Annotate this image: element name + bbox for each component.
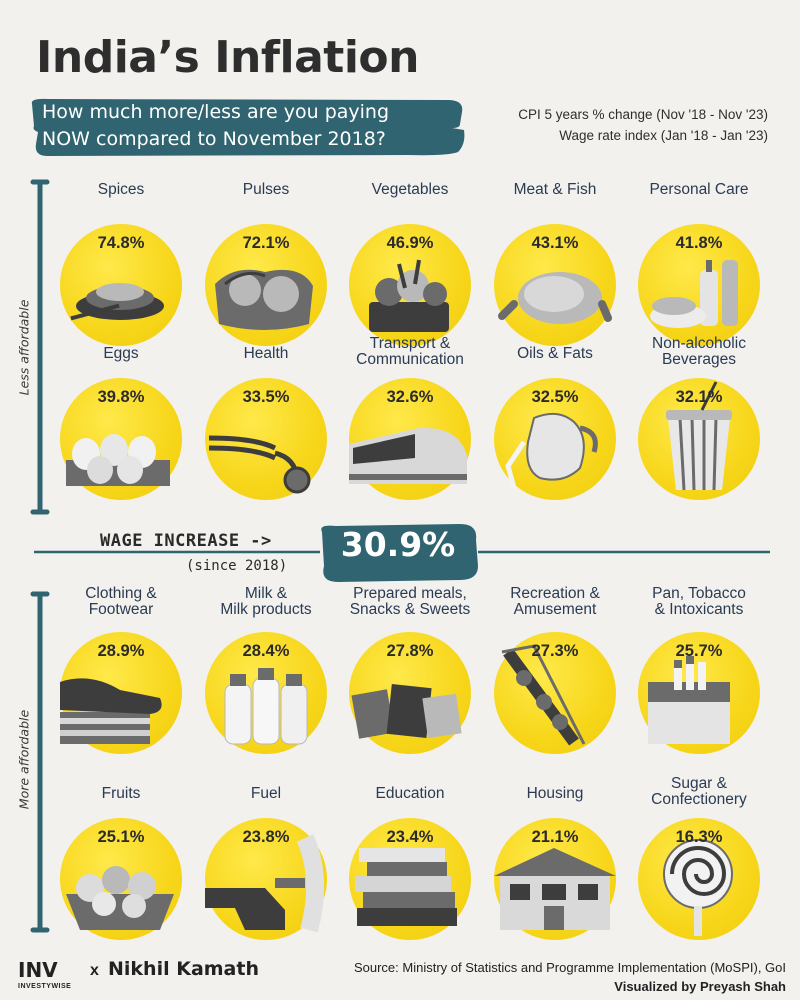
- shoes-icon: [60, 678, 162, 744]
- collaborator-name: Nikhil Kamath: [108, 958, 259, 980]
- wage-increase-row: WAGE INCREASE -> (since 2018) 30.9%: [0, 515, 800, 585]
- category-label: Vegetables: [371, 181, 449, 198]
- category-label: Education: [375, 785, 445, 802]
- category-percent: 32.1%: [675, 388, 723, 406]
- wage-note: Wage rate index (Jan '18 - Jan '23): [559, 128, 768, 143]
- ride-icon: [501, 644, 586, 746]
- category-percent: 23.4%: [386, 828, 434, 846]
- source-note: Source: Ministry of Statistics and Progr…: [353, 960, 786, 975]
- investywise-logo-text: INVESTYWISE: [18, 983, 72, 990]
- banner-line-1: How much more/less are you paying: [42, 101, 390, 123]
- category-label: Spices: [97, 181, 145, 198]
- category-percent: 33.5%: [242, 388, 290, 406]
- cpi-note: CPI 5 years % change (Nov '18 - Nov '23): [518, 107, 768, 122]
- category-percent: 39.8%: [97, 388, 145, 406]
- category-label: Milk & Milk products: [220, 585, 312, 618]
- category-label: Oils & Fats: [517, 345, 593, 362]
- wage-increase-label: WAGE INCREASE ->: [100, 531, 272, 551]
- train-icon: [349, 427, 467, 484]
- category-percent: 25.1%: [97, 828, 145, 846]
- drink-cup-icon: [666, 381, 732, 491]
- wage-increase-value: 30.9%: [340, 525, 456, 564]
- less-affordable-label: Less affordable: [16, 299, 32, 396]
- category-label: Prepared meals, Snacks & Sweets: [349, 585, 471, 618]
- more-affordable-label: More affordable: [16, 709, 32, 810]
- category-percent: 32.5%: [531, 388, 579, 406]
- category-label: Health: [243, 345, 289, 362]
- category-percent: 16.3%: [675, 828, 723, 846]
- fruit-basket-icon: [66, 866, 174, 930]
- notes: CPI 5 years % change (Nov '18 - Nov '23)…: [518, 104, 768, 146]
- page-title: India’s Inflation: [36, 32, 419, 83]
- category-percent: 74.8%: [97, 234, 145, 252]
- vegetables-icon: [369, 259, 449, 332]
- fuel-nozzle-icon: [205, 834, 325, 933]
- collab-x: x: [90, 962, 99, 979]
- spices-icon: [70, 283, 164, 321]
- investywise-logo: INV: [18, 958, 58, 982]
- category-percent: 23.8%: [242, 828, 290, 846]
- oil-jug-icon: [505, 412, 598, 489]
- category-circle: [638, 224, 760, 346]
- cigarettes-icon: [648, 656, 730, 744]
- milk-bottles-icon: [224, 668, 308, 745]
- category-label: Transport & Communication: [356, 335, 464, 368]
- category-label: Recreation & Amusement: [510, 585, 600, 618]
- lollipop-icon: [663, 839, 733, 936]
- category-label: Fruits: [101, 785, 141, 802]
- category-label: Fuel: [250, 785, 282, 802]
- meat-icon: [498, 272, 612, 324]
- question-banner: How much more/less are you paying NOW co…: [28, 96, 466, 158]
- visualized-by: Visualized by Preyash Shah: [614, 979, 786, 994]
- category-percent: 43.1%: [531, 234, 579, 252]
- eggs-icon: [66, 434, 170, 486]
- category-percent: 25.7%: [675, 642, 723, 660]
- stethoscope-icon: [208, 435, 311, 494]
- category-percent: 46.9%: [386, 234, 434, 252]
- category-label: Personal Care: [649, 181, 749, 198]
- category-label: Pulses: [242, 181, 290, 198]
- category-percent: 72.1%: [242, 234, 290, 252]
- category-label: Meat & Fish: [513, 181, 597, 198]
- category-label: Housing: [526, 785, 584, 802]
- wage-since-label: (since 2018): [186, 558, 288, 574]
- banner-brush-shape: [31, 98, 465, 156]
- category-percent: 28.9%: [97, 642, 145, 660]
- snacks-icon: [351, 684, 462, 739]
- category-percent: 21.1%: [531, 828, 579, 846]
- banner-line-2: NOW compared to November 2018?: [42, 128, 386, 150]
- category-percent: 41.8%: [675, 234, 723, 252]
- wage-value-brush: [321, 524, 478, 582]
- category-percent: 32.6%: [386, 388, 434, 406]
- category-label: Eggs: [103, 345, 139, 362]
- category-percent: 27.8%: [386, 642, 434, 660]
- personal-care-icon: [650, 260, 738, 328]
- category-label: Clothing & Footwear: [85, 585, 157, 618]
- pulses-icon: [215, 269, 313, 330]
- category-label: Sugar & Confectionery: [651, 775, 747, 808]
- category-percent: 28.4%: [242, 642, 290, 660]
- house-icon: [494, 848, 616, 930]
- category-percent: 27.3%: [531, 642, 579, 660]
- category-label: Non-alcoholic Beverages: [652, 335, 746, 368]
- category-label: Pan, Tobacco & Intoxicants: [652, 585, 746, 618]
- books-icon: [355, 848, 457, 926]
